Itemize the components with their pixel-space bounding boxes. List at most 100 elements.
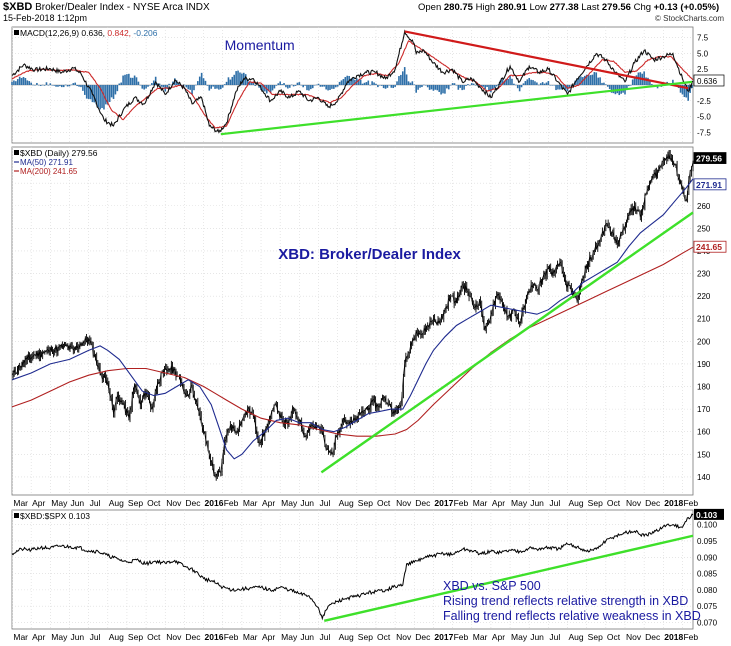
macd-histogram-bar [135,77,138,85]
macd-histogram-bar [488,85,490,91]
price-panel-frame [11,146,694,496]
y-tick-label: 140 [697,473,711,482]
macd-histogram-bar [193,85,195,91]
ratio-trendline [323,534,694,623]
last-value: 279.56 [601,2,631,13]
macd-histogram-bar [599,77,601,85]
macd-histogram-bar [440,85,442,95]
macd-histogram-bar [465,85,467,86]
macd-histogram-bar [285,85,287,88]
macd-histogram-bar [424,85,427,86]
x-tick-label: May [51,498,68,508]
macd-histogram-bar [486,85,488,87]
macd-histogram-bar [45,82,48,85]
macd-histogram-bar [507,78,509,85]
macd-signal-line [11,40,694,129]
macd-histogram-bar [151,83,153,85]
macd-histogram-bar [89,85,92,100]
macd-histogram-bar [522,83,525,85]
x-tick-label: Jul [90,632,101,642]
macd-histogram-bar [311,85,314,89]
macd-histogram-bar [608,85,611,90]
macd-histogram-bar [97,85,100,108]
macd-histogram-bar [290,84,293,86]
macd-histogram-bar [553,85,555,86]
macd-histogram-bar [152,80,155,85]
macd-histogram-bar [105,85,107,105]
macd-histogram-bar [390,85,393,88]
x-tick-label: Oct [607,498,621,508]
macd-histogram-bar [170,84,172,86]
macd-histogram-bar [229,79,232,85]
macd-histogram-bar [68,85,71,87]
macd-histogram-bar [593,72,596,85]
macd-histogram-bar [610,85,613,93]
macd-histogram-bar [545,82,548,85]
macd-histogram-bar [583,75,586,85]
macd-histogram-bar [423,84,425,86]
macd-histogram-bar [82,85,84,91]
macd-last-value: 0.636 [697,77,718,86]
macd-histogram-bar [302,85,304,88]
macd-histogram-bar [185,85,188,88]
macd-histogram-bar [313,85,316,86]
macd-histogram-bar [80,85,82,88]
macd-histogram-bar [225,81,228,85]
macd-histogram-bar [145,85,147,89]
macd-histogram-bar [493,85,496,88]
x-tick-label: Nov [626,632,642,642]
macd-histogram-bar [518,85,521,92]
macd-histogram-bar [237,70,239,85]
macd-histogram-bar [306,85,308,91]
macd-histogram-bar [292,85,295,87]
x-tick-label: Apr [32,632,45,642]
y-tick-label: 170 [697,405,711,414]
x-tick-label: Apr [492,498,505,508]
macd-histogram-bar [64,84,67,86]
macd-histogram-bar [455,85,458,86]
macd-histogram-bar [681,85,684,95]
macd-histogram-bar [283,83,285,85]
macd-histogram-bar [612,85,615,94]
macd-histogram-bar [11,81,13,85]
macd-histogram-bar [371,81,373,85]
macd-histogram-bar [589,75,592,85]
macd-histogram-bar [472,83,475,85]
macd-histogram-bar [231,76,234,85]
macd-histogram-bar [446,85,448,89]
ratio-line [11,513,694,621]
macd-histogram-bar [273,85,276,89]
macd-histogram-bar [585,74,588,85]
x-tick-label: Sep [358,632,373,642]
chg-label: Chg [633,2,652,13]
y-tick-label: 0.080 [697,586,718,595]
index-name: Broker/Dealer Index - NYSE Arca INDX [35,2,210,13]
macd-histogram-bar [373,82,375,85]
macd-histogram-bar [595,72,598,85]
y-tick-label: 0.095 [697,537,718,546]
macd-legend-hist: -0.206 [133,28,157,38]
macd-histogram-bar [250,81,253,85]
x-tick-label: Sep [128,632,143,642]
macd-histogram-bar [689,85,691,93]
macd-histogram-bar [41,84,44,86]
macd-histogram-bar [149,85,151,86]
macd-histogram-bar [200,72,203,85]
macd-histogram-bar [495,85,498,87]
macd-histogram-bar [187,85,190,90]
macd-histogram-bar [296,82,299,85]
macd-histogram-bar [221,85,224,88]
macd-histogram-bar [325,85,327,90]
y-tick-label: 160 [697,428,711,437]
macd-histogram-bar [183,84,186,86]
macd-histogram-bar [252,81,255,85]
macd-histogram-bar [147,85,149,87]
macd-histogram-bar [419,85,421,88]
macd-histogram-bar [528,77,531,85]
macd-histogram-bar [39,85,42,86]
x-tick-label: 2016 [205,632,224,642]
macd-histogram-bar [516,85,519,89]
macd-histogram-bar [108,85,111,102]
price-last-value-box [693,240,727,253]
macd-histogram-bar [524,81,527,85]
